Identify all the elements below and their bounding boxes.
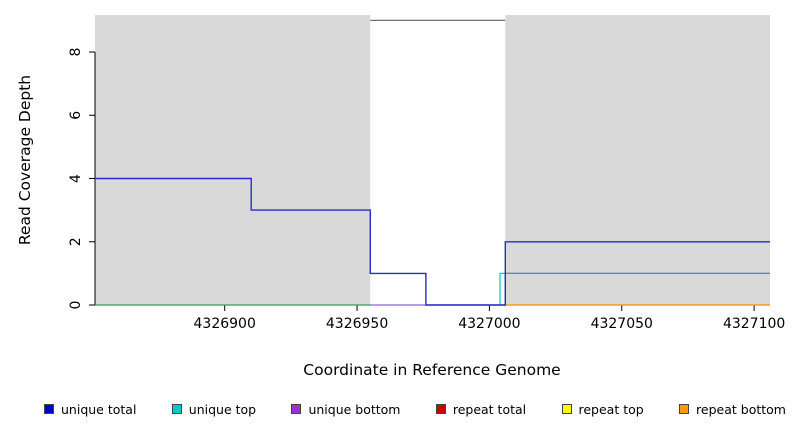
y-tick-label: 2: [68, 237, 84, 246]
legend-label: unique bottom: [308, 401, 401, 417]
series-line-unique-total: [95, 177, 770, 306]
legend-swatch-icon: [291, 404, 302, 414]
x-tick-label: 4326900: [194, 316, 256, 332]
legend-label: repeat total: [452, 401, 527, 417]
legend-item-repeat-total: repeat total: [435, 401, 527, 417]
x-tick-label: 4327050: [591, 316, 653, 332]
x-tick-label: 4327100: [723, 316, 785, 332]
legend-swatch-icon: [561, 404, 572, 414]
legend-label: repeat bottom: [696, 401, 786, 417]
x-axis-label: Coordinate in Reference Genome: [303, 361, 560, 379]
x-tick-label: 4327000: [458, 316, 520, 332]
legend-swatch-icon: [435, 404, 446, 414]
legend-swatch-icon: [44, 404, 54, 414]
legend-label: unique total: [61, 401, 137, 417]
shaded-regions: [95, 15, 770, 305]
coverage-plot: 4326900 4326950 4327000 4327050 4327100 0 2 4 6 8…: [16, 15, 785, 379]
legend-item-unique-top: unique top: [171, 401, 257, 417]
y-axis-label: Read Coverage Depth: [16, 75, 34, 245]
x-tick-label: 4326950: [326, 316, 388, 332]
legend-item-repeat-top: repeat top: [561, 401, 644, 417]
legend-swatch-icon: [679, 404, 690, 414]
y-tick-label: 8: [68, 48, 84, 57]
shaded-region-2: [505, 15, 770, 305]
y-tick-label: 4: [68, 174, 84, 183]
legend-item-unique-bottom: unique bottom: [291, 401, 401, 417]
y-tick-label: 6: [68, 111, 84, 120]
legend-swatch-icon: [171, 404, 182, 414]
legend-label: unique top: [188, 401, 257, 417]
series-lines: [95, 177, 770, 306]
axes: 4326900 4326950 4327000 4327050 4327100 0 2 4 6 8: [68, 48, 785, 332]
legend-item-unique-total: unique total: [44, 402, 136, 417]
shaded-region-1: [95, 15, 371, 305]
y-tick-label: 0: [68, 301, 84, 310]
legend-label: repeat top: [578, 401, 644, 417]
legend-item-repeat-bottom: repeat bottom: [679, 402, 786, 417]
legend: unique total unique top unique bottom repea…: [44, 398, 786, 420]
